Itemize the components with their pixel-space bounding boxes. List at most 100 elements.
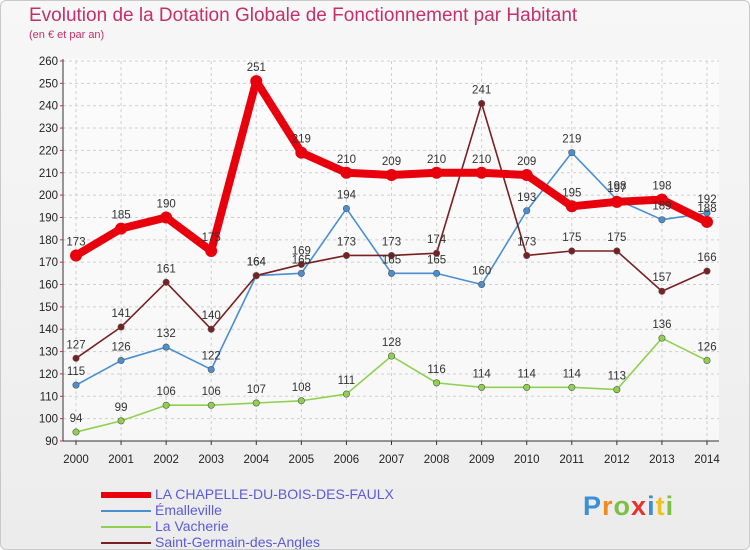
data-point [478, 383, 486, 391]
y-tick-label: 210 [39, 168, 58, 180]
data-label: 189 [652, 201, 671, 213]
data-point [162, 278, 170, 286]
data-point [385, 169, 398, 181]
data-label: 185 [111, 210, 130, 222]
y-tick-label: 200 [39, 190, 58, 202]
data-label: 166 [697, 252, 716, 264]
data-label: 157 [652, 272, 671, 284]
data-point [162, 343, 170, 351]
data-label: 114 [518, 368, 537, 380]
logo-letter: x [631, 491, 648, 521]
data-point [523, 207, 531, 215]
y-tick-label: 130 [39, 347, 58, 359]
data-point [72, 428, 80, 436]
data-label: 209 [517, 156, 536, 168]
proxiti-logo: Proxiti [583, 491, 674, 522]
data-label: 219 [562, 134, 581, 146]
data-label: 126 [697, 342, 716, 354]
data-point [252, 399, 260, 407]
data-label: 173 [66, 236, 85, 248]
data-label: 161 [157, 263, 176, 275]
data-label: 114 [472, 368, 491, 380]
data-label: 194 [337, 190, 357, 202]
data-label: 175 [562, 232, 581, 244]
data-point [115, 222, 128, 235]
legend-swatch [101, 526, 151, 528]
data-point [207, 325, 215, 333]
legend-swatch [101, 492, 151, 498]
legend-label: Saint-Germain-des-Angles [155, 534, 320, 550]
data-point [568, 149, 576, 157]
x-tick-label: 2003 [198, 454, 224, 466]
x-tick-label: 2007 [379, 454, 405, 466]
data-point [520, 169, 533, 181]
data-label: 173 [517, 236, 536, 248]
data-point [162, 401, 170, 409]
data-label: 160 [472, 266, 491, 278]
data-label: 241 [472, 84, 491, 96]
data-point [342, 390, 350, 398]
data-label: 175 [202, 232, 221, 244]
data-point [655, 193, 668, 206]
logo-letter: r [602, 491, 614, 521]
data-point [523, 383, 531, 391]
data-point [295, 146, 308, 159]
data-point [523, 251, 531, 259]
data-point [613, 386, 621, 394]
x-tick-label: 2006 [334, 454, 360, 466]
data-point [387, 251, 395, 259]
data-point [433, 269, 441, 277]
data-label: 174 [427, 234, 447, 246]
data-point [475, 166, 488, 179]
data-point [568, 247, 576, 255]
data-point [613, 247, 621, 255]
data-point [701, 215, 713, 228]
x-tick-label: 2002 [153, 454, 179, 466]
data-label: 198 [607, 181, 626, 193]
data-point [387, 352, 395, 360]
data-point [117, 323, 125, 331]
data-point [658, 334, 666, 342]
chart-subtitle: (en € et par an) [29, 29, 105, 41]
data-point [207, 401, 215, 409]
data-label: 132 [157, 328, 176, 340]
data-label: 193 [517, 192, 536, 204]
logo-letter: i [665, 491, 675, 521]
data-label: 192 [697, 194, 716, 206]
data-point [430, 166, 443, 179]
data-label: 106 [157, 386, 176, 398]
data-label: 99 [115, 402, 128, 414]
data-point [703, 357, 711, 365]
data-label: 209 [382, 156, 401, 168]
data-point [433, 379, 441, 387]
y-tick-label: 140 [39, 324, 58, 336]
data-label: 198 [652, 181, 671, 193]
y-tick-label: 230 [39, 123, 58, 135]
data-label: 175 [607, 232, 626, 244]
y-tick-label: 120 [39, 369, 58, 381]
data-point [340, 166, 353, 179]
x-tick-label: 2010 [514, 454, 540, 466]
data-point [387, 269, 395, 277]
data-label: 195 [562, 187, 581, 199]
logo-letter: i [647, 491, 656, 521]
data-label: 94 [70, 413, 83, 425]
data-point [342, 251, 350, 259]
data-label: 219 [292, 134, 311, 146]
logo-letter: P [583, 491, 603, 521]
y-tick-label: 150 [39, 302, 58, 314]
data-label: 210 [472, 154, 491, 166]
data-point [568, 383, 576, 391]
logo-letter: t [655, 491, 666, 521]
data-label: 141 [111, 308, 130, 320]
data-label: 165 [382, 254, 401, 266]
data-label: 173 [337, 236, 356, 248]
y-tick-label: 160 [39, 280, 58, 292]
data-point [160, 211, 173, 224]
data-point [478, 99, 486, 107]
x-tick-label: 2014 [694, 454, 720, 466]
legend-label: Émalleville [155, 502, 222, 518]
data-label: 173 [382, 236, 401, 248]
data-label: 251 [247, 62, 266, 74]
